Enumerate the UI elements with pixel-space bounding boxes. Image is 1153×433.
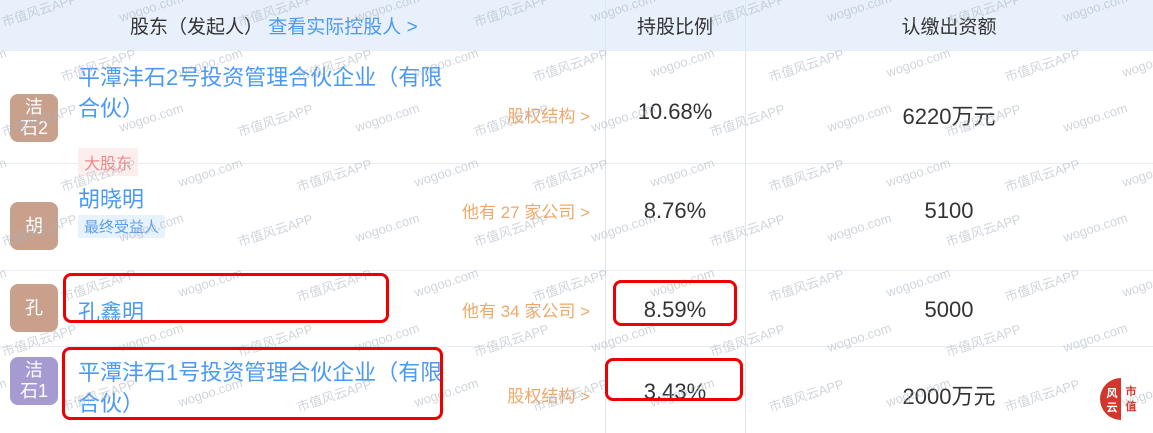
svg-text:风: 风 [1107, 386, 1118, 400]
svg-text:云: 云 [1107, 401, 1118, 414]
svg-text:值: 值 [1126, 399, 1137, 413]
svg-text:市: 市 [1126, 384, 1137, 398]
